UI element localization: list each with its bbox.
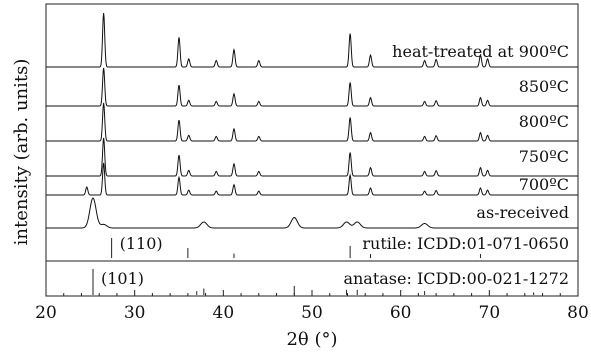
trace-label: 700ºC — [519, 175, 569, 194]
miller-index-annotation: (110) — [120, 234, 163, 253]
y-axis-label: intensity (arb. units) — [11, 59, 32, 246]
trace-labels-group: heat-treated at 900ºC 850ºC 800ºC 750ºC 700º… — [101, 42, 569, 288]
reference-label: anatase: ICDD:00-021-1272 — [343, 269, 569, 288]
x-axis-ticks: 20 30 40 50 60 70 80 — [35, 290, 589, 323]
miller-index-annotation: (101) — [101, 269, 144, 288]
x-tick-label: 50 — [301, 303, 323, 323]
trace-line — [46, 162, 578, 196]
x-tick-label: 80 — [567, 303, 589, 323]
trace-line — [46, 67, 578, 107]
trace-line — [46, 12, 578, 68]
x-tick-label: 60 — [390, 303, 412, 323]
reference-label: rutile: ICDD:01-071-0650 — [362, 234, 569, 253]
trace-label: 800ºC — [519, 112, 569, 131]
trace-label: 850ºC — [519, 77, 569, 96]
x-tick-label: 20 — [35, 303, 57, 323]
x-tick-label: 70 — [479, 303, 501, 323]
x-tick-label: 30 — [124, 303, 146, 323]
x-tick-label: 40 — [213, 303, 235, 323]
trace-label: 750ºC — [519, 147, 569, 166]
trace-label: heat-treated at 900ºC — [392, 42, 569, 61]
traces-group — [46, 12, 578, 295]
trace-label: as-received — [476, 203, 569, 222]
trace-line — [46, 102, 578, 142]
x-axis-label: 2θ (°) — [286, 329, 337, 350]
trace-line — [46, 197, 578, 229]
trace-line — [46, 137, 578, 177]
